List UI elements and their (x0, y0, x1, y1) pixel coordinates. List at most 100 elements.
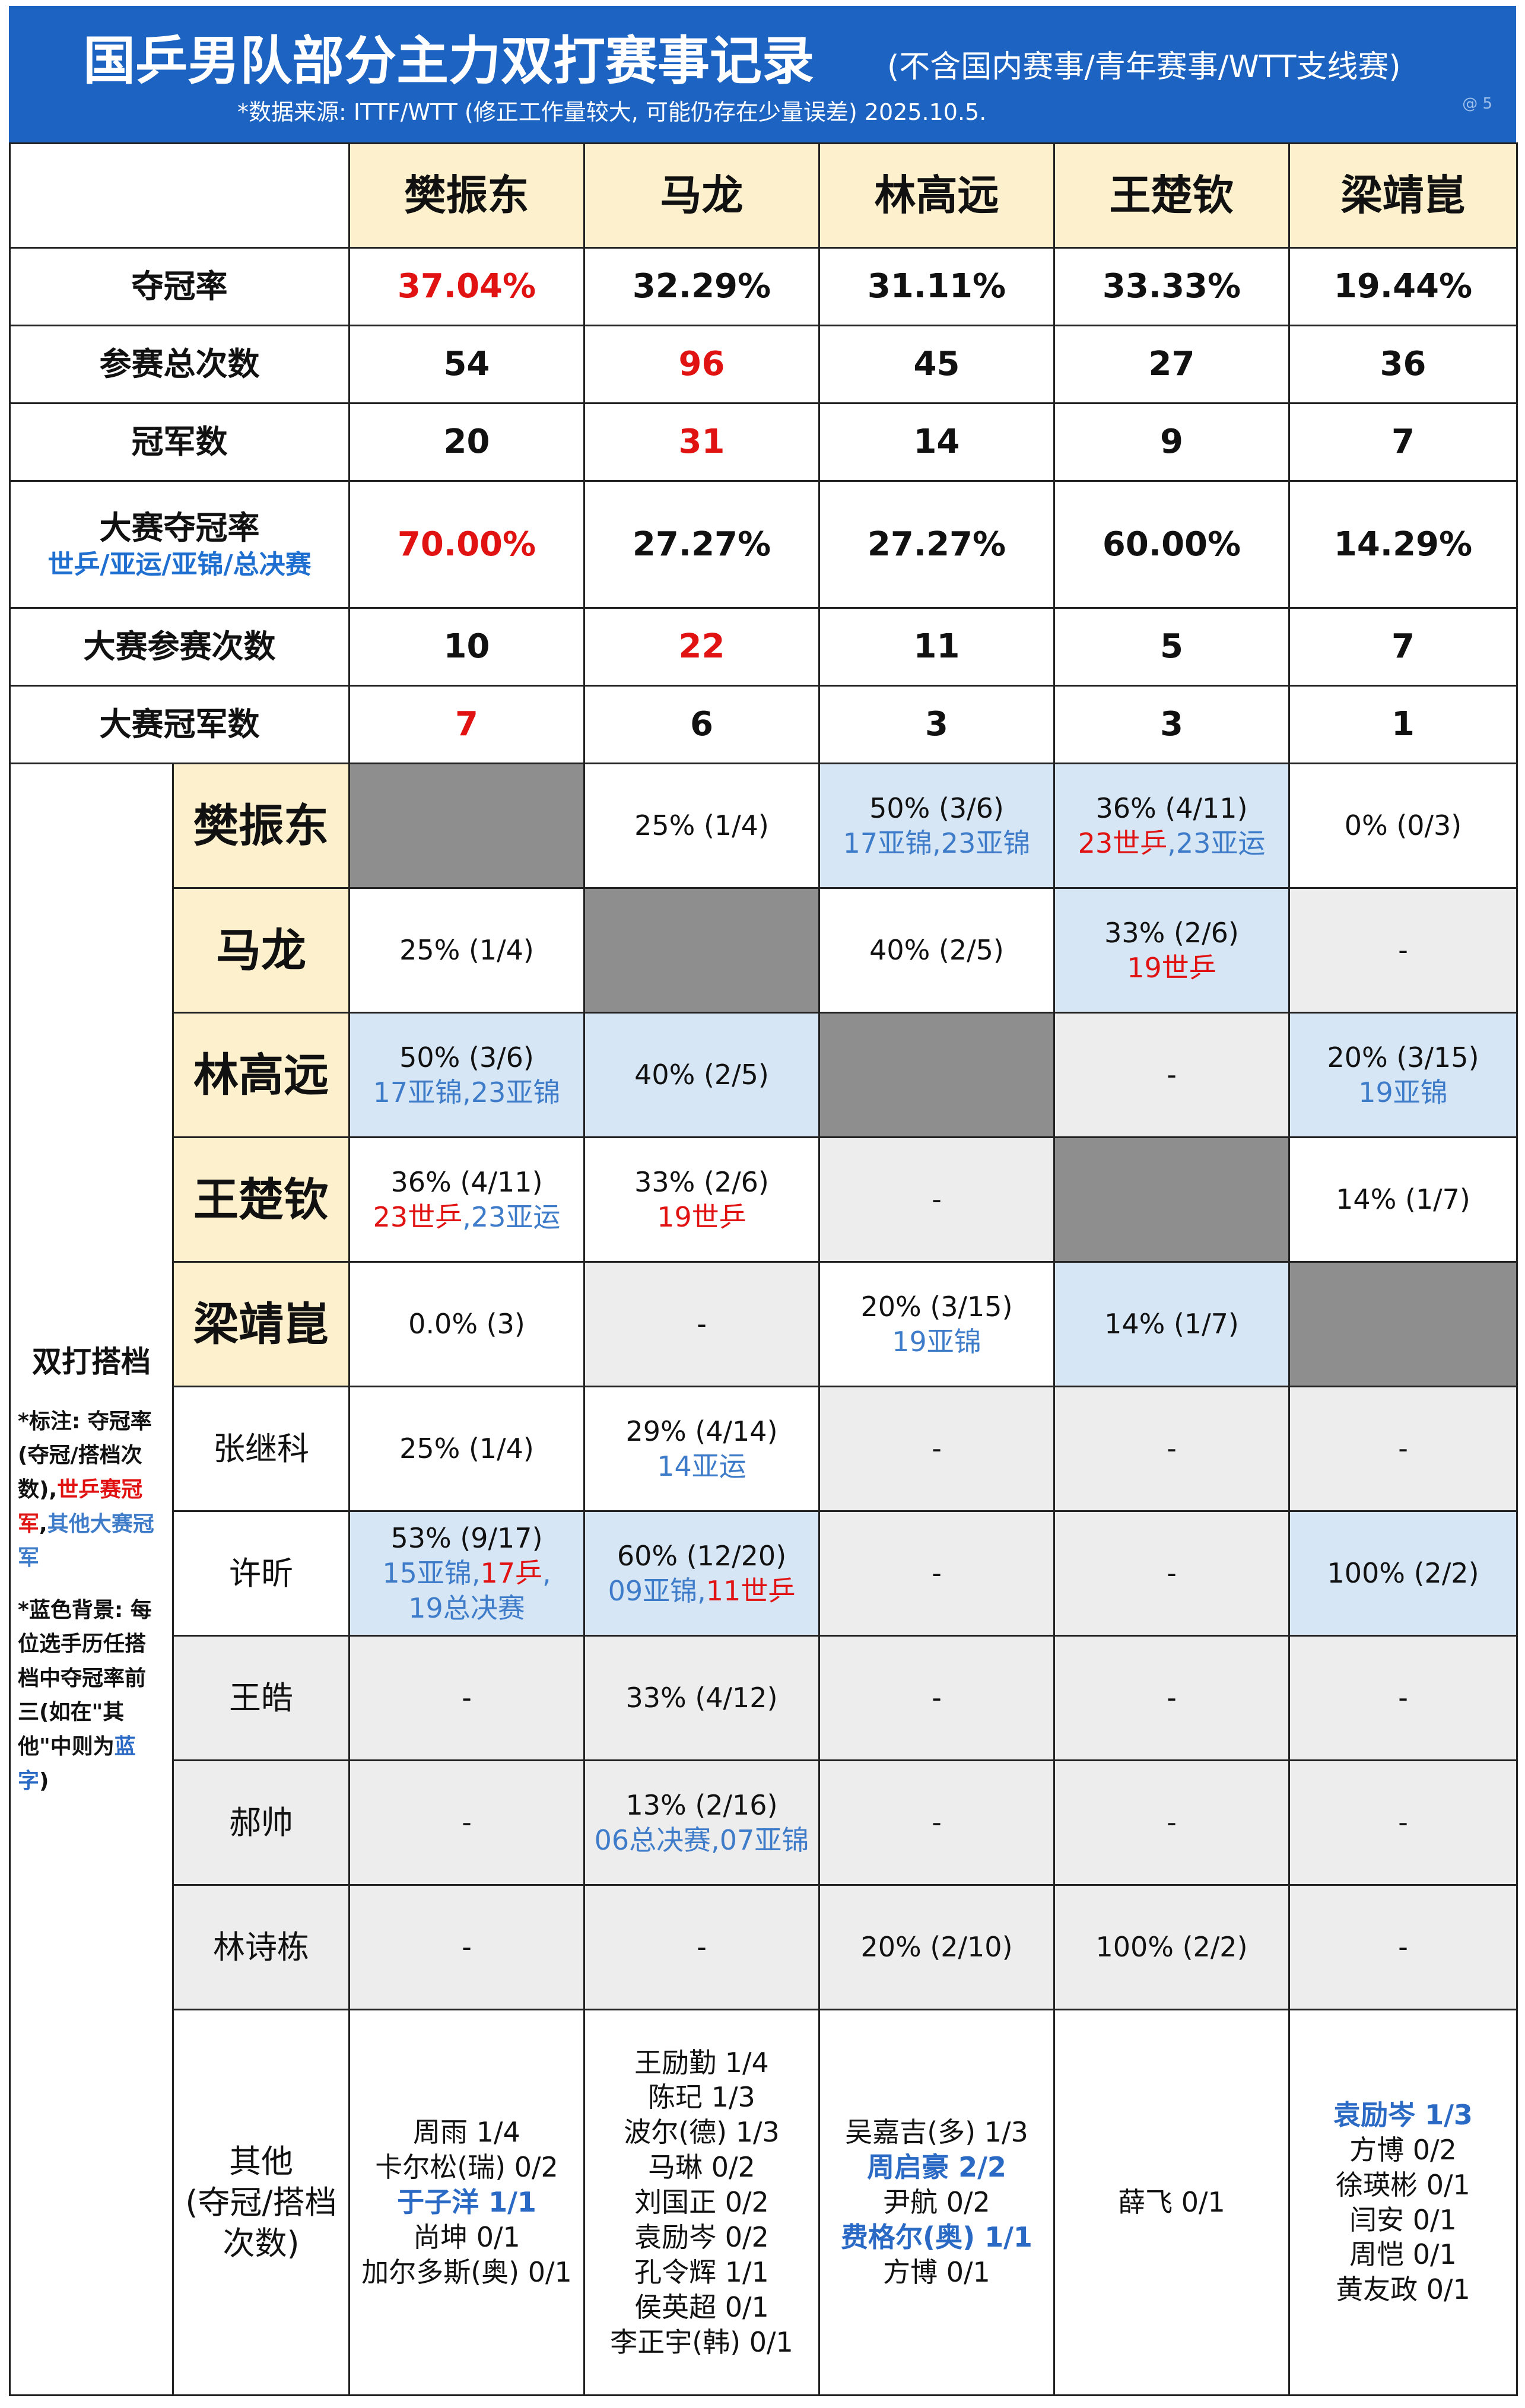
partner-cell: - (348, 1884, 585, 2010)
partner-cell: 0% (0/3) (1288, 763, 1518, 889)
others-entry: 方博 0/2 (1349, 2133, 1457, 2166)
records-table: 樊振东 马龙 林高远 王楚钦 梁靖崑 夺冠率 37.04% 32.29% 31.… (9, 142, 1518, 2396)
stat-label: 大赛冠军数 (9, 685, 350, 764)
partner-row: 马龙 25% (1/4) 40% (2/5) 33% (2/6) 19世乒 - (10, 887, 1518, 1014)
data-source-note: *数据来源: ITTF/WTT (修正工作量较大, 可能仍存在少量误差) 202… (237, 99, 987, 125)
partner-cell: - (1053, 1635, 1290, 1761)
partner-cell: 14% (1/7) (1288, 1136, 1518, 1263)
stat-value: 19.44% (1288, 247, 1518, 326)
partner-rate: 50% (3/6) (399, 1041, 534, 1073)
partner-titles: 15亚锦,17乒, 19总决赛 (351, 1556, 583, 1626)
partner-cell: 20% (3/15) 19亚锦 (1288, 1012, 1518, 1138)
stat-value: 31.11% (818, 247, 1055, 326)
others-entry: 刘国正 0/2 (634, 2186, 769, 2219)
self-cell (1288, 1261, 1518, 1387)
stat-label: 夺冠率 (9, 247, 350, 326)
stat-value: 3 (1053, 685, 1290, 764)
others-entry-highlight: 费格尔(奥) 1/1 (841, 2220, 1032, 2253)
title-blue: 19总决赛 (408, 1591, 525, 1624)
legend-note: *蓝色背景: 每位选手历任搭档中夺冠率前三(如在"其他"中则为蓝字) (18, 1593, 165, 1799)
partner-notes: 双打搭档 *标注: 夺冠率 (夺冠/搭档次数),世乒赛冠军,其他大赛冠军 *蓝色… (9, 763, 174, 2396)
others-label: (夺冠/搭档 (185, 2183, 337, 2221)
partner-cell: 29% (4/14) 14亚运 (583, 1386, 820, 1512)
partner-cell: 100% (2/2) (1053, 1884, 1290, 2010)
partner-cell: 20% (2/10) (818, 1884, 1055, 2010)
partner-titles: 17亚锦,23亚锦 (843, 827, 1031, 859)
partner-rate: 29% (4/14) (625, 1415, 778, 1447)
partner-cell: - (583, 1884, 820, 2010)
title-sep: , (542, 1557, 551, 1590)
partner-cell: - (1053, 1386, 1290, 1512)
partner-cell: 36% (4/11) 23世乒,23亚运 (1053, 763, 1290, 889)
partner-cell: - (818, 1759, 1055, 1886)
others-entry: 袁励岑 0/2 (634, 2220, 769, 2253)
partner-rate: 20% (3/15) (860, 1290, 1013, 1323)
partner-rate: 33% (2/6) (1104, 916, 1239, 949)
title-red: 17乒 (480, 1557, 543, 1590)
legend-note: *标注: 夺冠率 (夺冠/搭档次数),世乒赛冠军,其他大赛冠军 (18, 1405, 165, 1575)
partner-section-title: 双打搭档 (32, 1344, 151, 1379)
player-header-row: 樊振东 马龙 林高远 王楚钦 梁靖崑 (9, 142, 1518, 249)
stat-value: 10 (348, 607, 585, 687)
partner-cell: 50% (3/6) 17亚锦,23亚锦 (818, 763, 1055, 889)
stat-row: 夺冠率 37.04% 32.29% 31.11% 33.33% 19.44% (9, 247, 1518, 326)
partner-row: 张继科 25% (1/4) 29% (4/14) 14亚运 - - - (10, 1386, 1518, 1512)
row-partner: 林诗栋 (172, 1884, 350, 2010)
partner-row: 郝帅 - 13% (2/16) 06总决赛,07亚锦 - - - (10, 1759, 1518, 1886)
stat-label: 参赛总次数 (9, 325, 350, 404)
partner-cell: 25% (1/4) (348, 887, 585, 1014)
stat-label-cell: 大赛夺冠率 世乒/亚运/亚锦/总决赛 (9, 480, 350, 609)
partner-cell: - (818, 1635, 1055, 1761)
partner-titles: 23世乒,23亚运 (1056, 826, 1288, 861)
stat-value: 36 (1288, 325, 1518, 404)
stat-value: 37.04% (348, 247, 585, 326)
stat-value: 7 (348, 685, 585, 764)
partner-cell: - (818, 1386, 1055, 1512)
others-entry: 孔令辉 1/1 (634, 2255, 769, 2288)
others-cell: 王励勤 1/4 陈玘 1/3 波尔(德) 1/3 马琳 0/2 刘国正 0/2 … (583, 2009, 820, 2396)
title-sep: , (1167, 827, 1176, 859)
partner-rate: 50% (3/6) (869, 792, 1004, 824)
partner-rate: 36% (4/11) (390, 1165, 543, 1198)
partner-cell: 14% (1/7) (1053, 1261, 1290, 1387)
partner-cell: 0.0% (3) (348, 1261, 585, 1387)
others-entry: 尚坤 0/1 (413, 2220, 520, 2253)
stat-label: 大赛参赛次数 (9, 607, 350, 687)
row-partner: 王皓 (172, 1635, 350, 1761)
partner-cell: 33% (4/12) (583, 1635, 820, 1761)
row-partner: 郝帅 (172, 1759, 350, 1886)
others-cell: 周雨 1/4 卡尔松(瑞) 0/2 于子洋 1/1 尚坤 0/1 加尔多斯(奥)… (348, 2009, 585, 2396)
partner-cell: - (583, 1261, 820, 1387)
partner-cell: - (1288, 1386, 1518, 1512)
partner-row: 许昕 53% (9/17) 15亚锦,17乒, 19总决赛 60% (12/20) 0… (10, 1510, 1518, 1637)
player-header: 林高远 (818, 142, 1055, 249)
partner-cell: 40% (2/5) (583, 1012, 820, 1138)
partner-titles: 23世乒,23亚运 (351, 1200, 583, 1235)
row-partner: 许昕 (172, 1510, 350, 1637)
row-player: 马龙 (172, 887, 350, 1014)
self-cell (583, 887, 820, 1014)
title-blue: 23亚运 (1175, 827, 1266, 859)
others-entry: 周雨 1/4 (413, 2116, 520, 2149)
partner-row: 双打搭档 *标注: 夺冠率 (夺冠/搭档次数),世乒赛冠军,其他大赛冠军 *蓝色… (9, 763, 1518, 2396)
stat-value: 45 (818, 325, 1055, 404)
stat-value: 27.27% (818, 480, 1055, 609)
legend-blue: 其他大赛冠军 (18, 1511, 154, 1571)
partner-cell: - (1288, 1759, 1518, 1886)
others-cell: 吴嘉吉(多) 1/3 周启豪 2/2 尹航 0/2 费格尔(奥) 1/1 方博 … (818, 2009, 1055, 2396)
partner-titles: 17亚锦,23亚锦 (373, 1076, 561, 1108)
partner-cell: 40% (2/5) (818, 887, 1055, 1014)
row-others-label: 其他 (夺冠/搭档 次数) (172, 2009, 350, 2396)
partner-cell: - (1288, 1884, 1518, 2010)
stat-value: 1 (1288, 685, 1518, 764)
others-cell: 薛飞 0/1 (1053, 2009, 1290, 2396)
partner-row: 王楚钦 36% (4/11) 23世乒,23亚运 33% (2/6) 19世乒 - … (10, 1136, 1518, 1263)
player-header: 樊振东 (348, 142, 585, 249)
partner-cell: 33% (2/6) 19世乒 (583, 1136, 820, 1263)
others-entry: 加尔多斯(奥) 0/1 (361, 2255, 572, 2288)
partner-rate: 36% (4/11) (1095, 792, 1248, 824)
watermark: @ 5 (1462, 95, 1492, 113)
others-label: 其他 (229, 2142, 293, 2180)
stat-row: 大赛夺冠率 世乒/亚运/亚锦/总决赛 70.00% 27.27% 27.27% … (9, 480, 1518, 609)
others-entry-highlight: 袁励岑 1/3 (1333, 2098, 1473, 2131)
